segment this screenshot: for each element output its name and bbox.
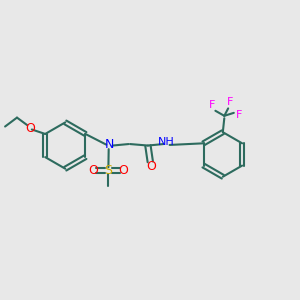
- Text: O: O: [118, 164, 128, 177]
- Text: F: F: [226, 97, 233, 107]
- Text: F: F: [209, 100, 216, 110]
- Text: O: O: [88, 164, 98, 177]
- Text: N: N: [105, 138, 114, 152]
- Text: O: O: [25, 122, 35, 134]
- Text: O: O: [146, 160, 156, 172]
- Text: NH: NH: [158, 137, 175, 147]
- Text: F: F: [236, 110, 242, 120]
- Text: S: S: [104, 164, 112, 177]
